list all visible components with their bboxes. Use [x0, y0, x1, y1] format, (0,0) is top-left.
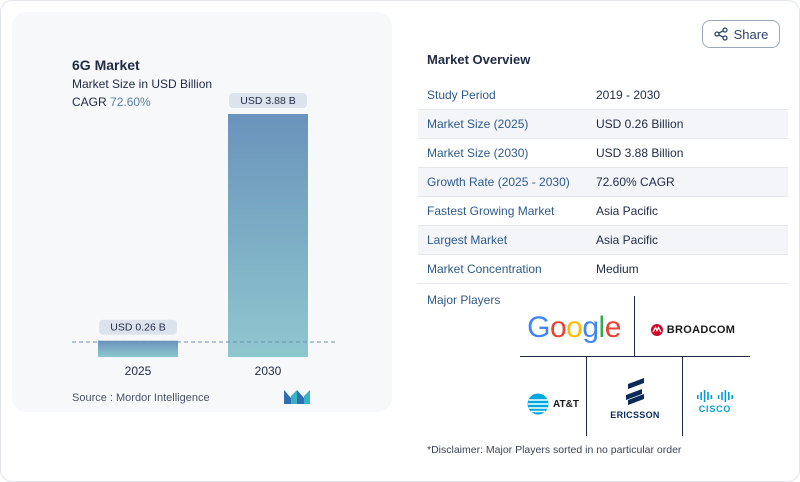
overview-row-value: Medium [596, 262, 639, 276]
overview-row-label: Market Size (2025) [427, 117, 529, 131]
cagr-label: CAGR [72, 95, 107, 109]
overview-row-value: USD 3.88 Billion [596, 146, 684, 160]
bar-chart: USD 0.26 B 2025 USD 3.88 B 2030 [72, 93, 336, 378]
logo-divider [634, 296, 635, 356]
overview-row-label: Largest Market [427, 233, 508, 247]
data-label: USD 0.26 B [110, 322, 165, 334]
chart-title: 6G Market [72, 57, 140, 73]
overview-row-label: Fastest Growing Market [427, 204, 555, 218]
mordor-intelligence-logo [284, 390, 310, 404]
overview-row: Market Concentration Medium [418, 255, 788, 284]
data-label-bg [229, 93, 307, 108]
chart-cagr: CAGR 72.60% [72, 95, 151, 109]
att-globe-icon [527, 393, 549, 415]
overview-row-label: Market Concentration [427, 262, 542, 276]
share-label: Share [733, 26, 769, 42]
att-logo-text: AT&T [553, 398, 579, 410]
overview-row: Market Size (2030) USD 3.88 Billion [418, 139, 788, 168]
chart-subtitle: Market Size in USD Billion [72, 77, 213, 91]
overview-row: Largest Market Asia Pacific [418, 226, 788, 255]
overview-row: Study Period 2019 - 2030 [418, 81, 788, 110]
overview-row-value: USD 0.26 Billion [596, 117, 684, 131]
overview-row: Market Size (2025) USD 0.26 Billion [418, 110, 788, 139]
bar-2025 [98, 340, 178, 357]
google-logo: Google [526, 308, 622, 348]
att-logo: AT&T [522, 390, 584, 418]
share-button[interactable]: Share [702, 20, 780, 48]
logo-divider [586, 356, 587, 436]
broadcom-mark-icon [650, 324, 663, 336]
data-label: USD 3.88 B [240, 95, 295, 107]
cagr-value: 72.60% [110, 95, 151, 109]
overview-row-value: 2019 - 2030 [596, 88, 661, 102]
broadcom-logo: BROADCOM [644, 318, 742, 342]
x-tick-label: 2025 [125, 364, 152, 378]
ericsson-mark-icon [626, 378, 644, 405]
overview-row-value: Asia Pacific [596, 233, 659, 247]
overview-row-value: 72.60% CAGR [596, 175, 675, 189]
overview-row-label: Market Size (2030) [427, 146, 529, 160]
cisco-logo: CISCO [690, 388, 740, 416]
logo-divider [520, 356, 750, 357]
disclaimer: *Disclaimer: Major Players sorted in no … [427, 444, 682, 456]
google-logo-text: Google [527, 311, 621, 344]
ericsson-logo: ERICSSON [594, 370, 676, 428]
overview-row-label: Growth Rate (2025 - 2030) [427, 175, 570, 189]
cisco-bars-icon [697, 390, 733, 402]
major-players-label: Major Players [427, 293, 501, 307]
overview-row-value: Asia Pacific [596, 204, 659, 218]
data-label-bg [99, 319, 177, 335]
cisco-logo-text: CISCO [698, 404, 732, 414]
ericsson-logo-text: ERICSSON [610, 410, 660, 420]
overview-row-label: Study Period [427, 88, 496, 102]
share-icon [713, 27, 728, 41]
broadcom-logo-text: BROADCOM [666, 324, 736, 336]
overview-row: Fastest Growing Market Asia Pacific [418, 197, 788, 226]
overview-row: Growth Rate (2025 - 2030) 72.60% CAGR [418, 168, 788, 197]
bar-2030 [228, 114, 308, 357]
source-text: Source : Mordor Intelligence [72, 392, 210, 404]
chart-card [12, 12, 392, 412]
bars-layer: USD 0.26 B 2025 USD 3.88 B 2030 [98, 93, 308, 378]
overview-title: Market Overview [427, 52, 531, 67]
x-tick-label: 2030 [255, 364, 282, 378]
logo-divider [682, 356, 683, 436]
